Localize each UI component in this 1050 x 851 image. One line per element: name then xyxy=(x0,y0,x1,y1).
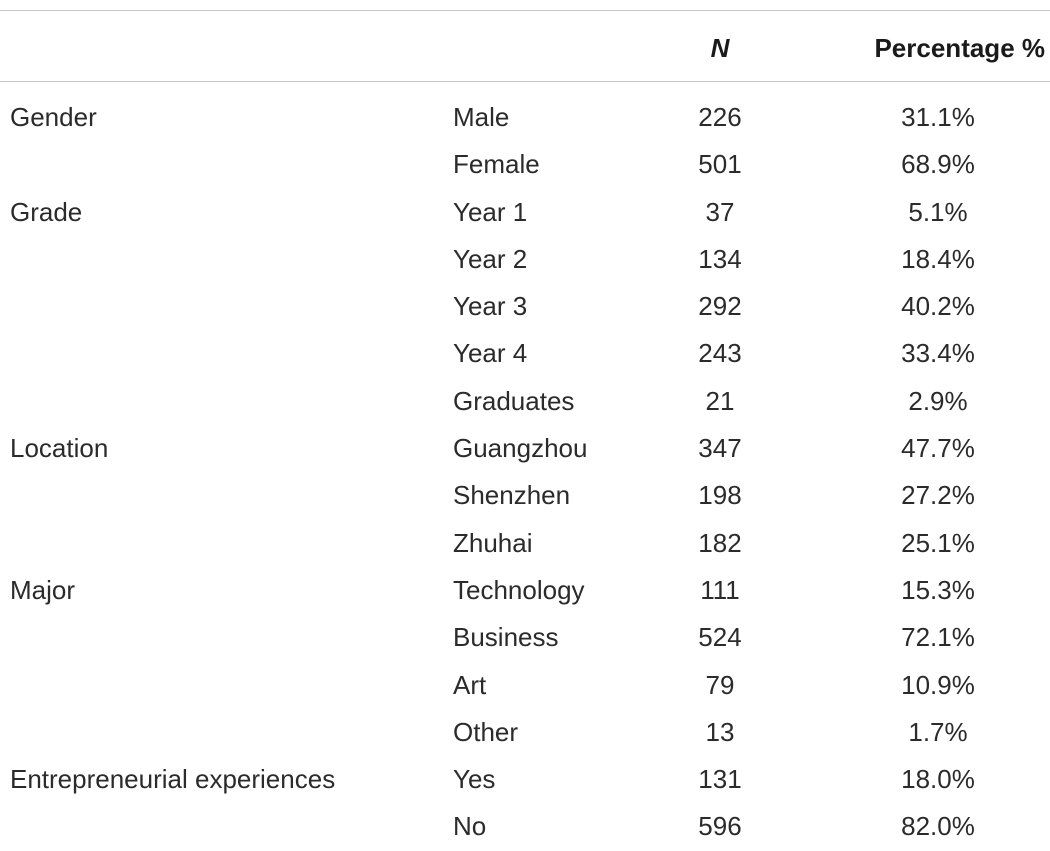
table-row: Art 79 10.9% xyxy=(0,662,1050,709)
header-n: N xyxy=(710,33,730,63)
table-row: Gender Male 226 31.1% xyxy=(0,94,1050,141)
n-cell: 111 xyxy=(700,574,740,605)
n-cell: 292 xyxy=(698,291,742,322)
n-cell: 37 xyxy=(705,196,735,227)
category-cell: Business xyxy=(453,622,559,653)
category-cell: Male xyxy=(453,102,510,132)
category-cell: Year 4 xyxy=(453,338,528,369)
n-cell: 182 xyxy=(698,527,742,558)
percentage-cell: 40.2% xyxy=(901,291,975,322)
percentage-cell: 47.7% xyxy=(901,433,975,464)
category-cell: Guangzhou xyxy=(453,433,588,464)
category-cell: Other xyxy=(453,716,519,747)
table-row: Female 501 68.9% xyxy=(0,141,1050,188)
n-cell: 347 xyxy=(698,433,742,464)
n-cell: 524 xyxy=(698,622,742,653)
category-cell: Shenzhen xyxy=(453,480,571,511)
category-cell: Year 3 xyxy=(453,291,528,322)
percentage-cell: 5.1% xyxy=(908,196,968,227)
percentage-cell: 33.4% xyxy=(901,338,975,369)
percentage-cell: 82.0% xyxy=(901,811,975,842)
table-body: Gender Male 226 31.1% Female 501 68.9% Grade Yea… xyxy=(0,94,1050,851)
percentage-cell: 15.3% xyxy=(901,574,975,605)
table-header: N Percentage % xyxy=(0,28,1050,68)
n-cell: 79 xyxy=(705,669,735,700)
variable-cell: Entrepreneurial experiences xyxy=(10,764,336,795)
n-cell: 131 xyxy=(698,764,742,795)
n-cell: 21 xyxy=(705,385,735,416)
n-cell: 243 xyxy=(698,338,742,369)
table-row: Shenzhen 198 27.2% xyxy=(0,472,1050,519)
table-top-rule xyxy=(0,10,1050,11)
n-cell: 501 xyxy=(698,149,742,180)
table-header-rule xyxy=(0,81,1050,82)
percentage-cell: 18.0% xyxy=(901,764,975,795)
category-cell: Graduates xyxy=(453,385,575,416)
category-cell: Female xyxy=(453,149,540,180)
percentage-cell: 18.4% xyxy=(901,243,975,274)
table-row: Year 2 134 18.4% xyxy=(0,236,1050,283)
header-percentage: Percentage % xyxy=(874,33,1045,63)
percentage-cell: 1.7% xyxy=(908,716,968,747)
percentage-cell: 10.9% xyxy=(901,669,975,700)
table-row: Business 524 72.1% xyxy=(0,614,1050,661)
table-row: Graduates 21 2.9% xyxy=(0,378,1050,425)
category-cell: Yes xyxy=(453,764,496,795)
table-row: Major Technology 111 15.3% xyxy=(0,567,1050,614)
percentage-cell: 31.1% xyxy=(901,102,975,132)
category-cell: Art xyxy=(453,669,487,700)
percentage-cell: 2.9% xyxy=(908,385,968,416)
percentage-cell: 68.9% xyxy=(901,149,975,180)
category-cell: Zhuhai xyxy=(453,527,533,558)
variable-cell: Location xyxy=(10,433,109,464)
table-row: Year 3 292 40.2% xyxy=(0,283,1050,330)
n-cell: 134 xyxy=(698,243,742,274)
table-row: Entrepreneurial experiences Yes 131 18.0% xyxy=(0,756,1050,803)
n-cell: 596 xyxy=(698,811,742,842)
category-cell: No xyxy=(453,811,487,842)
table-row: No 596 82.0% xyxy=(0,803,1050,850)
percentage-cell: 25.1% xyxy=(901,527,975,558)
variable-cell: Grade xyxy=(10,196,83,227)
n-cell: 198 xyxy=(698,480,742,511)
table-row: Location Guangzhou 347 47.7% xyxy=(0,425,1050,472)
table-row: Zhuhai 182 25.1% xyxy=(0,520,1050,567)
table-row: Other 13 1.7% xyxy=(0,709,1050,756)
variable-cell: Gender xyxy=(10,102,97,132)
variable-cell: Major xyxy=(10,574,76,605)
table-row: Grade Year 1 37 5.1% xyxy=(0,189,1050,236)
table-row: Year 4 243 33.4% xyxy=(0,330,1050,377)
category-cell: Year 2 xyxy=(453,243,528,274)
n-cell: 13 xyxy=(705,716,735,747)
percentage-cell: 72.1% xyxy=(901,622,975,653)
n-cell: 226 xyxy=(698,102,742,132)
percentage-cell: 27.2% xyxy=(901,480,975,511)
category-cell: Technology xyxy=(453,574,585,605)
category-cell: Year 1 xyxy=(453,196,528,227)
